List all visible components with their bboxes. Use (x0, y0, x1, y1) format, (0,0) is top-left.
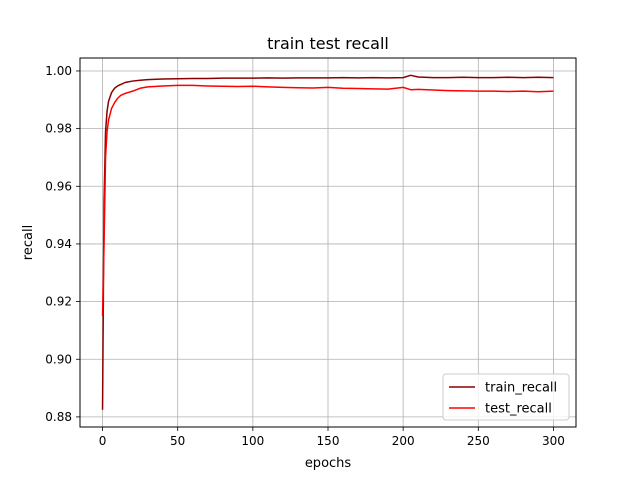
grid-layer (80, 58, 576, 427)
x-axis-label: epochs (305, 456, 352, 471)
x-tick-label: 100 (241, 434, 264, 448)
series-line-train-recall (101, 74, 554, 410)
legend: train_recall test_recall (442, 373, 570, 421)
legend-label-test-recall: test_recall (485, 402, 552, 417)
y-tick-label: 1.00 (45, 64, 72, 78)
y-tick-label: 0.94 (45, 237, 72, 251)
legend-label-train-recall: train_recall (485, 381, 557, 396)
series-line-test-recall (101, 84, 554, 317)
y-tick-label: 0.88 (45, 410, 72, 424)
x-tick-label: 0 (99, 434, 107, 448)
x-tick-label: 50 (170, 434, 185, 448)
x-tick-label: 300 (542, 434, 565, 448)
y-tick-label: 0.98 (45, 122, 72, 136)
x-tick-label: 200 (392, 434, 415, 448)
x-tick-label: 250 (467, 434, 490, 448)
x-tick-label: 150 (317, 434, 340, 448)
y-tick-label: 0.90 (45, 352, 72, 366)
chart-title: train test recall (267, 34, 389, 53)
y-tick-label: 0.96 (45, 179, 72, 193)
y-tick-label: 0.92 (45, 295, 72, 309)
y-axis-label: recall (21, 225, 36, 260)
series-layer (101, 74, 554, 410)
tick-layer: 0 50 100 150 200 250 300 0.88 0.90 0.92 0.94 0.96 0.… (45, 64, 565, 448)
